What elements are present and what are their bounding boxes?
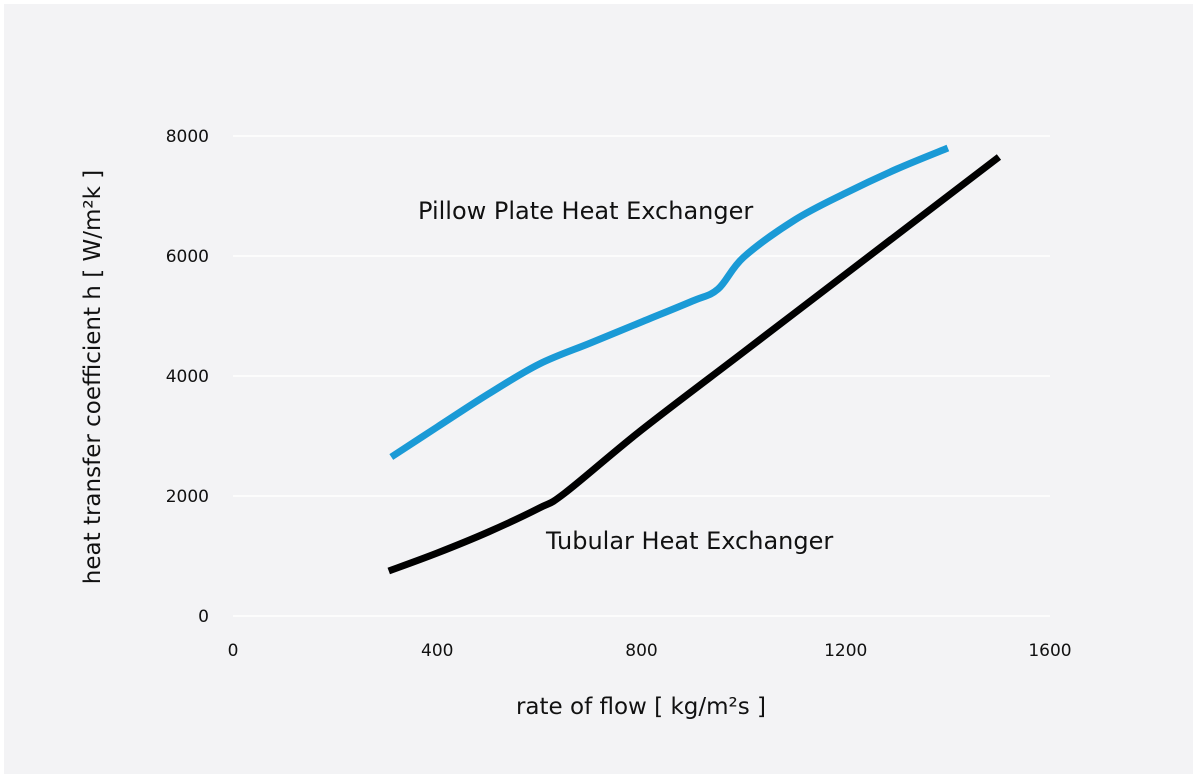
series-label-tubular: Tubular Heat Exchanger bbox=[545, 527, 833, 555]
grid-lines bbox=[233, 135, 1050, 617]
y-tick-label: 4000 bbox=[166, 367, 209, 387]
series-line-tubular bbox=[387, 154, 1002, 575]
x-tick-label: 0 bbox=[228, 641, 239, 661]
x-tick-label: 1600 bbox=[1028, 641, 1071, 661]
y-tick-label: 2000 bbox=[166, 487, 209, 507]
y-tick-label: 6000 bbox=[166, 247, 209, 267]
y-axis-title: heat transfer coefficient h [ W/m²k ] bbox=[80, 170, 106, 584]
y-tick-label: 0 bbox=[198, 607, 209, 627]
x-tick-label: 1200 bbox=[824, 641, 867, 661]
chart-frame bbox=[4, 4, 1193, 774]
y-tick-label: 8000 bbox=[166, 127, 209, 147]
series-label-pillow-plate: Pillow Plate Heat Exchanger bbox=[418, 197, 753, 225]
y-tick-labels: 0 2000 4000 6000 8000 bbox=[166, 127, 209, 627]
x-tick-labels: 0 400 800 1200 1600 bbox=[228, 641, 1072, 661]
series-lines bbox=[387, 144, 1002, 575]
series-line-pillow-plate bbox=[389, 144, 950, 460]
x-axis-title: rate of flow [ kg/m²s ] bbox=[516, 694, 766, 720]
x-tick-label: 400 bbox=[421, 641, 453, 661]
x-tick-label: 800 bbox=[625, 641, 657, 661]
